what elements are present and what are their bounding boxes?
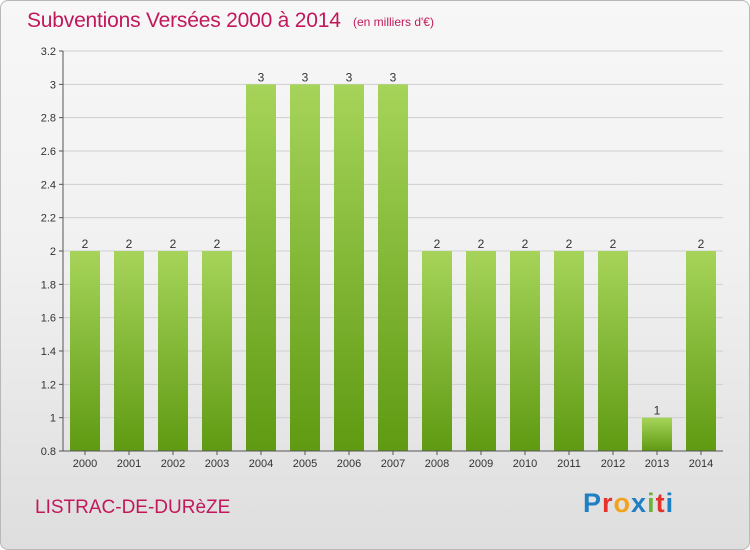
- y-tick-label: 1.4: [41, 346, 56, 358]
- bar-value-label: 3: [302, 70, 309, 84]
- bar-value-label: 2: [214, 237, 221, 251]
- x-tick-label: 2007: [381, 458, 405, 470]
- y-tick-label: 2: [50, 246, 56, 258]
- y-tick-label: 2.8: [41, 113, 56, 125]
- chart-unit-note: (en milliers d'€): [353, 15, 434, 29]
- y-tick-label: 1.2: [41, 379, 56, 391]
- bar-value-label: 2: [610, 237, 617, 251]
- bar: [246, 84, 276, 451]
- y-tick-label: 1.6: [41, 313, 56, 325]
- x-tick-label: 2003: [205, 458, 229, 470]
- bar: [686, 251, 716, 451]
- bars: 2 2 2 2 3 3 3 3 2 2 2 2 2 1 2: [70, 70, 716, 451]
- axes: 0.8 1 1.2 1.4 1.6 1.8 2 2.2 2.4 2.6 2.8 3 3.2 2000 200…: [41, 46, 723, 470]
- x-tick-label: 2004: [249, 458, 273, 470]
- x-tick-label: 2000: [73, 458, 97, 470]
- bar-value-label: 2: [82, 237, 89, 251]
- x-tick-label: 2012: [601, 458, 625, 470]
- x-tick-label: 2008: [425, 458, 449, 470]
- logo-letter: i: [665, 488, 675, 518]
- bar: [642, 417, 672, 451]
- x-tick-label: 2013: [645, 458, 669, 470]
- bar: [114, 251, 144, 451]
- bar-value-label: 3: [258, 70, 265, 84]
- bar-value-label: 2: [434, 237, 441, 251]
- y-tick-label: 3: [50, 79, 56, 91]
- logo-letter: x: [631, 488, 648, 518]
- x-tick-label: 2010: [513, 458, 537, 470]
- y-tick-label: 2.4: [41, 179, 56, 191]
- commune-name: LISTRAC-DE-DURèZE: [35, 497, 231, 518]
- bar: [378, 84, 408, 451]
- y-tick-label: 2.2: [41, 213, 56, 225]
- y-tick-label: 1: [50, 413, 56, 425]
- logo-letter: i: [647, 488, 656, 518]
- x-tick-label: 2011: [557, 458, 581, 470]
- bar: [290, 84, 320, 451]
- logo-letter: t: [655, 488, 666, 518]
- bar: [70, 251, 100, 451]
- bar: [158, 251, 188, 451]
- y-tick-label: 2.6: [41, 146, 56, 158]
- bar: [334, 84, 364, 451]
- bar: [510, 251, 540, 451]
- x-tick-label: 2009: [469, 458, 493, 470]
- chart-title: Subventions Versées 2000 à 2014: [27, 9, 341, 32]
- x-tick-label: 2014: [689, 458, 713, 470]
- bar-value-label: 3: [390, 70, 397, 84]
- y-tick-label: 0.8: [41, 446, 56, 458]
- proxiti-logo: Proxiti: [583, 488, 674, 519]
- bar-value-label: 3: [346, 70, 353, 84]
- y-tick-label: 1.8: [41, 279, 56, 291]
- bar-value-label: 2: [566, 237, 573, 251]
- x-tick-label: 2001: [117, 458, 141, 470]
- bar: [554, 251, 584, 451]
- bar-value-label: 2: [126, 237, 133, 251]
- logo-letter: o: [613, 488, 632, 518]
- bar: [466, 251, 496, 451]
- x-tick-label: 2006: [337, 458, 361, 470]
- x-tick-label: 2005: [293, 458, 317, 470]
- x-tick-label: 2002: [161, 458, 185, 470]
- logo-letter: P: [583, 488, 603, 518]
- y-tick-label: 3.2: [41, 46, 56, 58]
- bar-value-label: 2: [170, 237, 177, 251]
- bar: [202, 251, 232, 451]
- bar: [598, 251, 628, 451]
- bar-value-label: 2: [478, 237, 485, 251]
- bar-value-label: 2: [522, 237, 529, 251]
- bar-value-label: 1: [654, 404, 661, 418]
- bar: [422, 251, 452, 451]
- logo-letter: r: [602, 488, 614, 518]
- bar-value-label: 2: [698, 237, 705, 251]
